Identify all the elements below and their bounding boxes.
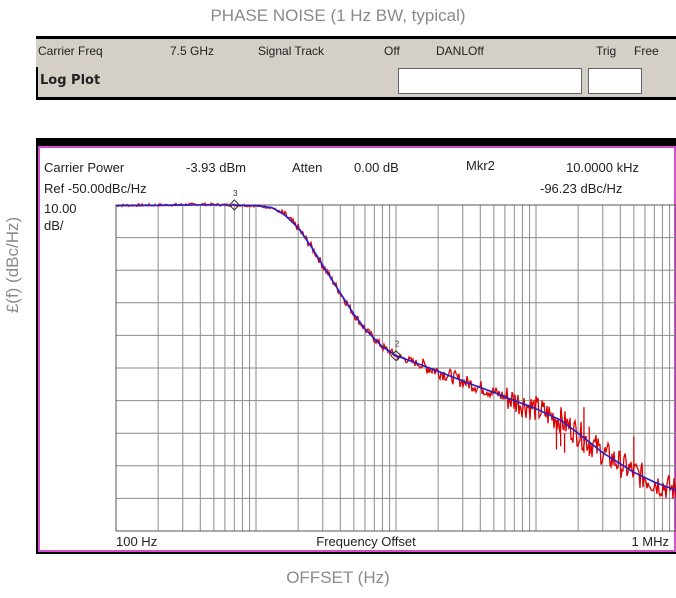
carrier-power-label: Carrier Power	[44, 160, 125, 175]
carrier-freq-label: Carrier Freq	[38, 44, 103, 58]
series-blue-trace	[115, 204, 676, 492]
signal-track-label: Signal Track	[258, 44, 325, 58]
x-tick-label: Frequency Offset	[316, 534, 416, 549]
markers: 32	[228, 189, 402, 362]
x-tick-label: 100 Hz	[116, 534, 157, 549]
marker-label: Mkr2	[466, 158, 495, 173]
trig-value: Free	[634, 44, 659, 58]
carrier-power-value: -3.93 dBm	[186, 160, 246, 175]
plot-panel	[38, 146, 676, 552]
carrier-freq-value: 7.5 GHz	[170, 44, 215, 58]
marker-number: 2	[395, 340, 400, 349]
atten-label: Atten	[292, 160, 323, 175]
marker-number: 3	[233, 189, 238, 198]
marker-diamond	[228, 199, 241, 211]
signal-track-value: Off	[384, 44, 400, 58]
status-field-small	[588, 68, 642, 94]
view-title: Log Plot	[40, 73, 101, 88]
analyzer-header: Carrier Freq 7.5 GHz Signal Track Off DA…	[36, 39, 676, 67]
atten-value: 0.00 dB	[354, 160, 399, 175]
tick-labels: 100 Hz Frequency Offset 1 MHz	[116, 534, 669, 549]
marker-level: -96.23 dBc/Hz	[540, 181, 623, 196]
message-strip	[36, 100, 676, 138]
marker-diamond	[390, 350, 402, 362]
scale-value: 10.00	[44, 201, 77, 216]
trig-label: Trig	[596, 44, 617, 58]
plot-frame	[115, 204, 676, 532]
grid-lines	[115, 204, 676, 532]
marker-frequency: 10.0000 kHz	[566, 160, 639, 175]
scale-unit: dB/	[44, 218, 64, 233]
chart-title: PHASE NOISE (1 Hz BW, typical)	[210, 6, 466, 25]
x-axis-label: OFFSET (Hz)	[286, 568, 390, 587]
traces	[115, 201, 676, 499]
danl-label: DANL	[436, 44, 469, 58]
danl-value: Off	[468, 44, 484, 58]
reference-level: Ref -50.00dBc/Hz	[44, 181, 147, 196]
x-tick-label: 1 MHz	[631, 534, 669, 549]
status-field	[398, 68, 582, 94]
